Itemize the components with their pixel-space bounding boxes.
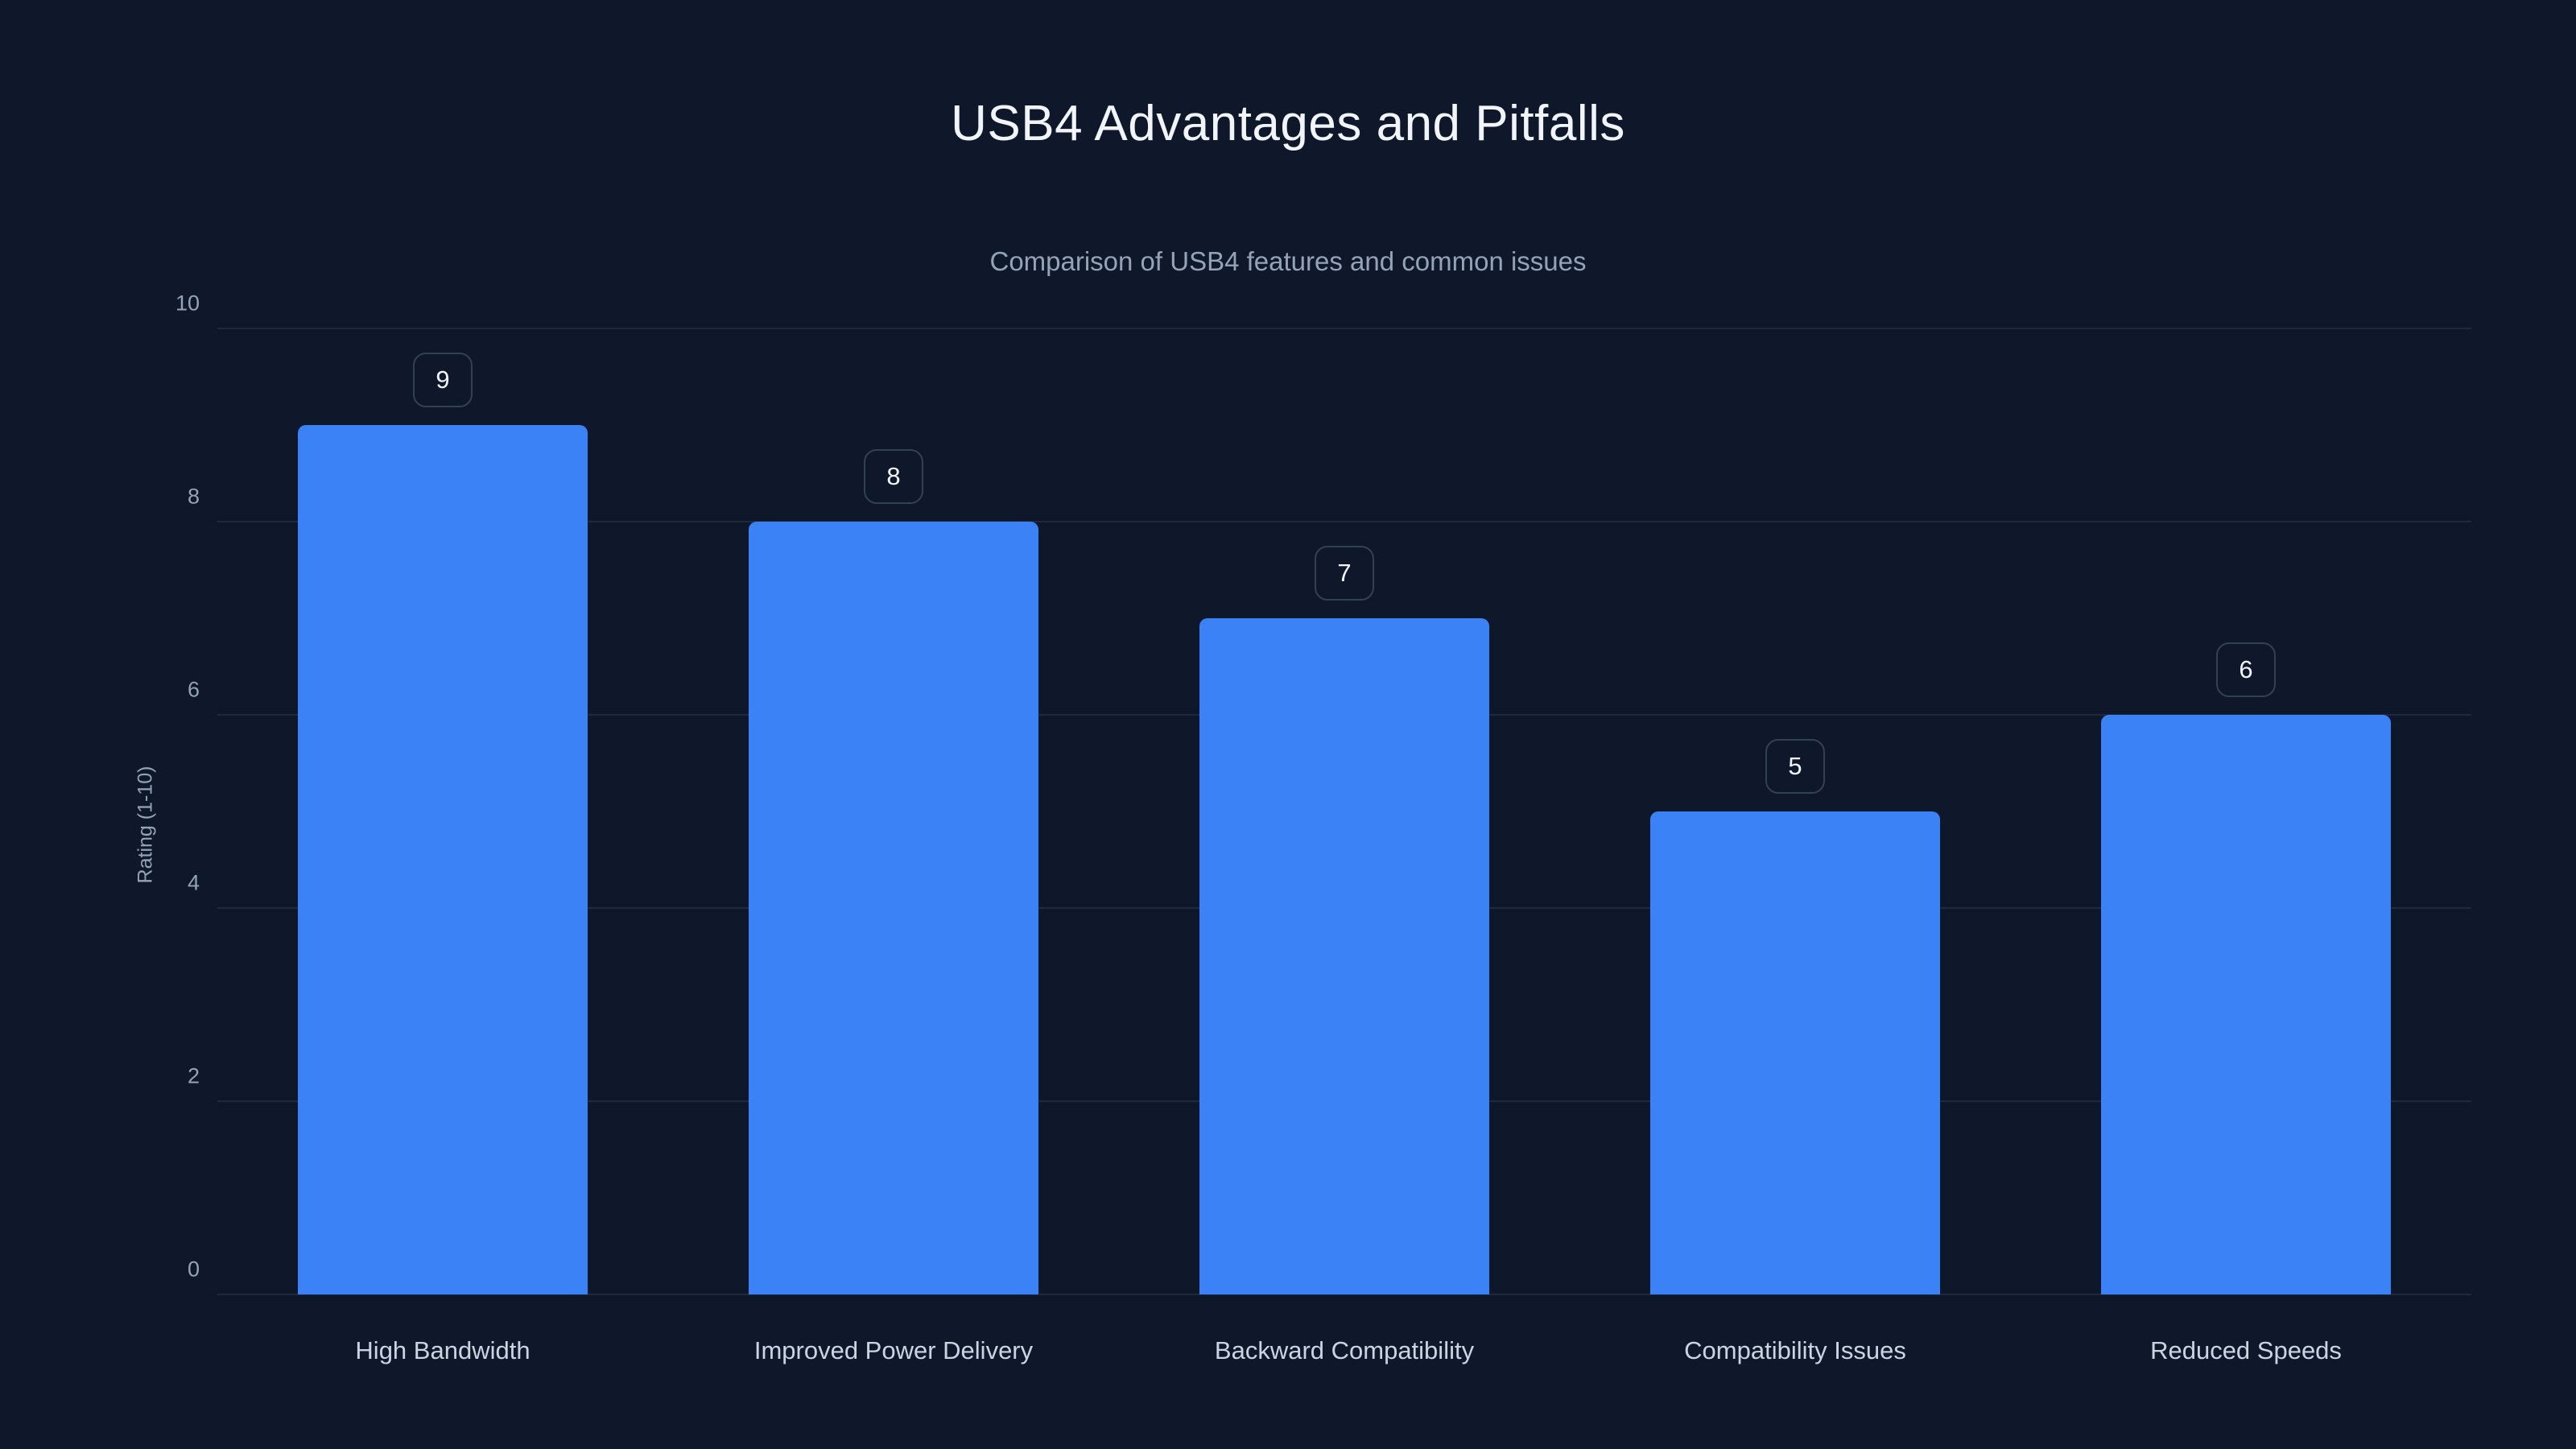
bar-backward-compatibility[interactable] [1199,618,1489,1294]
bar-slot: 8 Improved Power Delivery [668,328,1119,1364]
bar-slot: 6 Reduced Speeds [2021,328,2471,1364]
x-axis-label: High Bandwidth [355,1336,530,1364]
x-axis-label: Backward Compatibility [1214,1336,1475,1364]
value-label: 6 [2216,642,2276,697]
y-tick-label-2: 2 [187,1063,200,1088]
value-label: 8 [864,449,923,504]
bar-slot: 5 Compatibility Issues [1570,328,2021,1364]
y-tick-label-4: 4 [187,870,200,895]
y-tick-label-10: 10 [175,291,200,316]
y-tick-label-8: 8 [187,484,200,509]
x-axis-label: Compatibility Issues [1684,1336,1906,1364]
y-tick-label-0: 0 [187,1257,200,1282]
bar-compatibility-issues[interactable] [1650,811,1940,1294]
x-axis-label: Reduced Speeds [2150,1336,2342,1364]
bar-high-bandwidth[interactable] [298,425,588,1294]
chart-subtitle: Comparison of USB4 features and common i… [989,246,1587,276]
y-tick-label-6: 6 [187,677,200,702]
bar-reduced-speeds[interactable] [2101,715,2391,1294]
value-label: 7 [1315,546,1374,601]
gridline-8 [217,521,2471,522]
x-axis-label: Improved Power Delivery [753,1336,1034,1364]
chart-title: USB4 Advantages and Pitfalls [951,96,1625,151]
bar-slot: 9 High Bandwidth [217,328,668,1364]
value-label: 9 [413,353,473,407]
gridline-0 [217,1294,2471,1295]
plot-area: 9 High Bandwidth 8 Improved Power Delivery 7… [175,291,2471,1364]
gridline-10 [217,328,2471,329]
bar-series: 9 High Bandwidth 8 Improved Power Delivery 7… [217,328,2471,1364]
value-label: 5 [1765,739,1825,794]
y-axis-title: Rating (1-10) [134,766,157,884]
bar-improved-power-delivery[interactable] [749,522,1038,1294]
bar-slot: 7 Backward Compatibility [1119,328,1570,1364]
